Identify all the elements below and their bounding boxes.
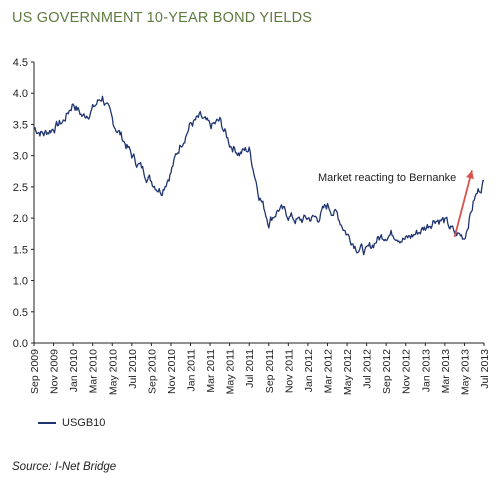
x-tick-label: Nov 2010: [166, 349, 178, 394]
series-line-usgb10: [34, 95, 485, 256]
x-tick-label: Mar 2011: [205, 349, 217, 393]
y-tick-label: 3.5: [13, 119, 28, 131]
y-tick-label: 3.0: [13, 151, 28, 163]
x-tick-label: May 2010: [107, 349, 119, 395]
y-tick-label: 4.5: [13, 57, 28, 69]
y-tick-label: 1.5: [13, 244, 28, 256]
x-tick-label: Sep 2009: [29, 349, 41, 394]
x-tick-label: Jan 2011: [186, 349, 198, 392]
y-tick-label: 0.0: [13, 338, 28, 350]
x-tick-label: Jan 2013: [420, 349, 432, 392]
x-tick-label: Jul 2013: [479, 349, 491, 389]
x-tick-label: Jul 2011: [244, 349, 256, 388]
x-tick-label: Mar 2013: [440, 349, 452, 394]
x-tick-label: Sep 2012: [381, 349, 393, 394]
x-tick-label: Nov 2011: [283, 349, 295, 393]
x-tick-label: Sep 2011: [264, 349, 276, 393]
y-tick-label: 1.0: [13, 276, 28, 288]
x-tick-label: May 2011: [225, 349, 237, 394]
annotation-text: Market reacting to Bernanke: [318, 172, 456, 184]
legend: USGB10: [38, 417, 105, 429]
legend-label-usgb10: USGB10: [62, 417, 106, 429]
y-tick-label: 0.5: [13, 307, 28, 319]
source-note: Source: I-Net Bridge: [12, 461, 117, 473]
x-tick-label: May 2012: [342, 349, 354, 395]
legend-swatch-usgb10: [38, 422, 56, 424]
x-tick-label: Nov 2012: [401, 349, 413, 394]
x-tick-label: Mar 2012: [322, 349, 334, 394]
x-tick-label: May 2013: [459, 349, 471, 395]
y-tick-label: 2.0: [13, 213, 28, 225]
x-tick-label: Nov 2009: [49, 349, 61, 394]
x-tick-label: Sep 2010: [146, 349, 158, 394]
x-tick-label: Mar 2010: [88, 349, 100, 394]
y-tick-labels: 0.0 0.5 1.0 1.5 2.0 2.5 3.0 3.5 4.0 4.5: [13, 57, 34, 350]
chart-title: US GOVERNMENT 10-YEAR BOND YIELDS: [12, 10, 313, 26]
x-tick-label: Jul 2012: [362, 349, 374, 389]
annotation-arrow: [453, 170, 473, 238]
x-tick-label: Jan 2012: [303, 349, 315, 392]
x-tick-labels: Sep 2009 Nov 2009 Jan 2010 Mar 2010 May 2010…: [29, 343, 491, 395]
x-tick-label: Jul 2010: [127, 349, 139, 389]
y-tick-label: 2.5: [13, 182, 28, 194]
y-tick-label: 4.0: [13, 88, 28, 100]
x-tick-label: Jan 2010: [68, 349, 80, 392]
annotation-arrowhead: [466, 170, 474, 180]
